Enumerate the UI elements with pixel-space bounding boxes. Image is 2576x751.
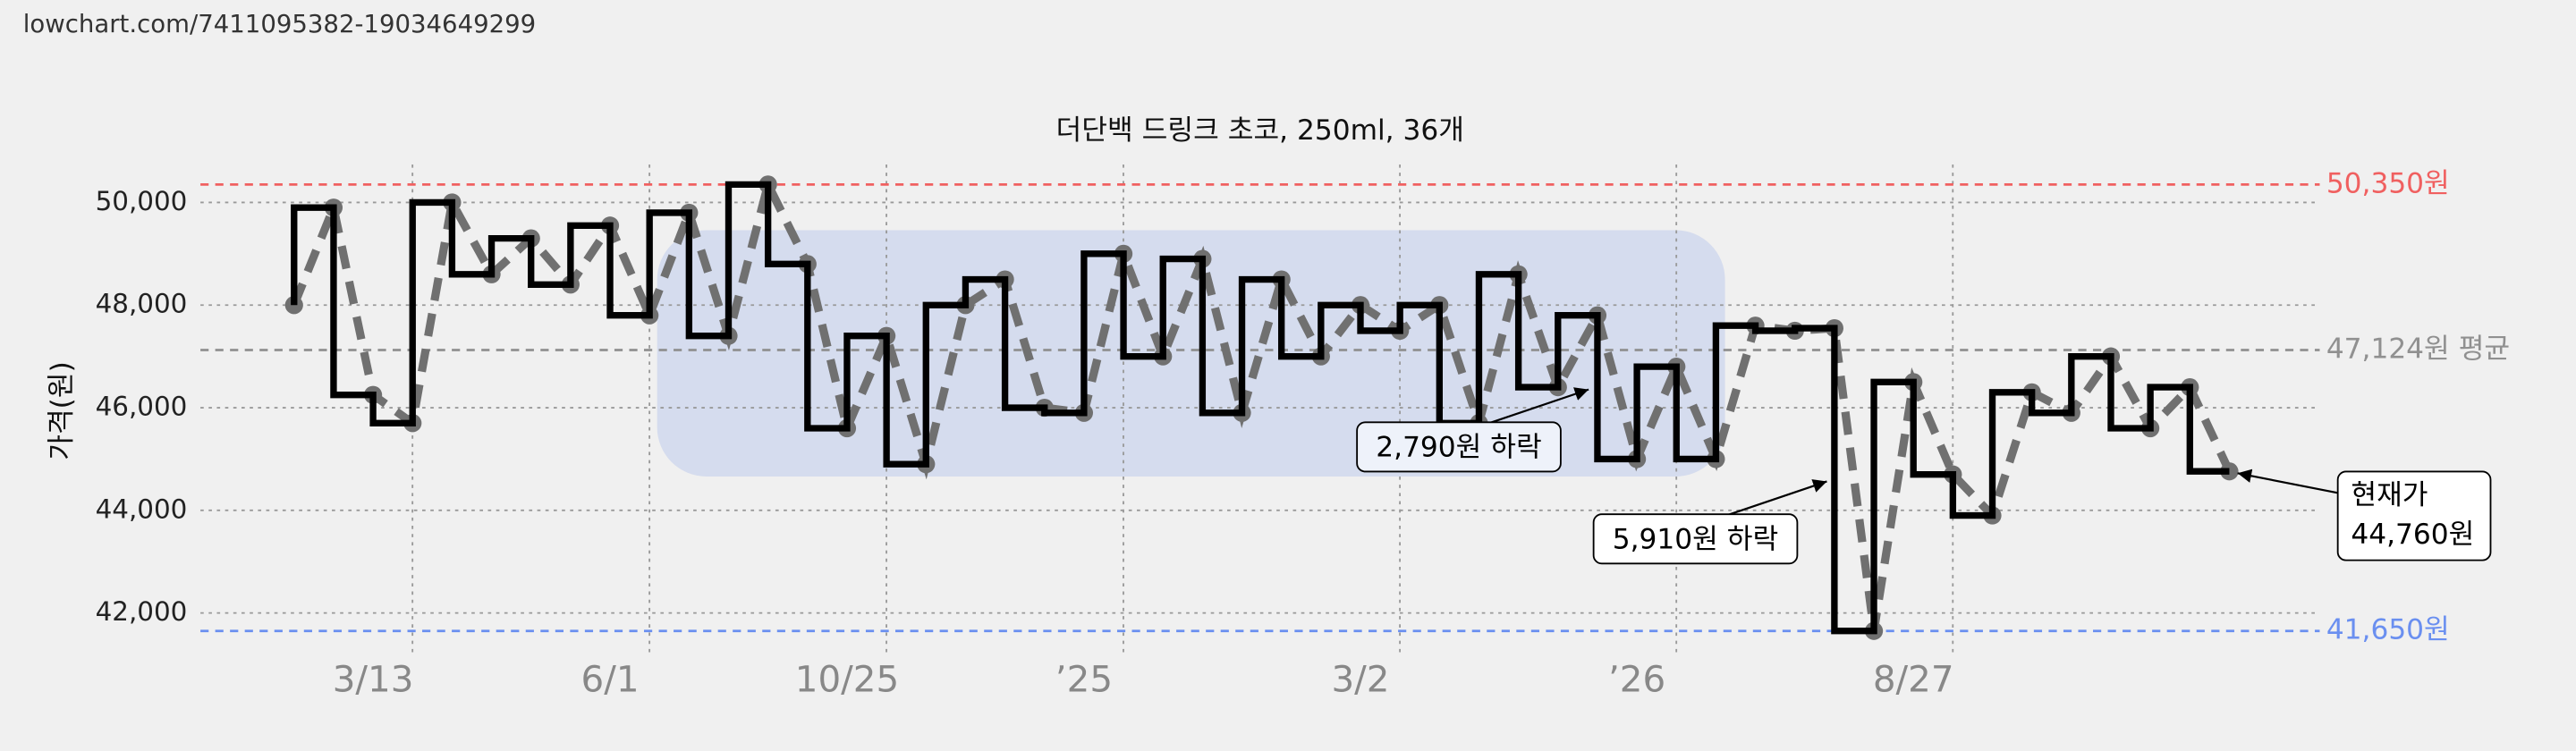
y-tick-label: 46,000 <box>96 392 188 422</box>
price-step-line <box>291 181 2230 635</box>
x-tick-label: ’25 <box>1055 658 1113 701</box>
y-tick-label: 50,000 <box>96 186 188 216</box>
reference-label: 47,124원 평균 <box>2326 333 2510 366</box>
annotation-arrow <box>2237 468 2338 494</box>
chart-title: 더단백 드링크 초코, 250ml, 36개 <box>1056 114 1464 147</box>
x-tick-label: 3/2 <box>1331 658 1389 701</box>
price-dashed-line <box>290 173 2233 632</box>
x-tick-label: 6/1 <box>581 658 640 701</box>
annotation-box <box>1356 421 1562 473</box>
annotation-arrow <box>1486 387 1589 426</box>
y-tick-label: 44,000 <box>96 494 188 524</box>
watermark <box>657 230 1725 477</box>
annotation-box <box>2336 470 2492 561</box>
x-tick-label: 10/25 <box>795 658 899 701</box>
annotation-text: 5,910원 하락 <box>1613 524 1778 556</box>
y-axis-label: 가격(원) <box>46 361 78 460</box>
annotation-text: 2,790원 하락 <box>1376 432 1541 464</box>
x-tick-label: 3/13 <box>333 658 414 701</box>
x-tick-label: ’26 <box>1608 658 1665 701</box>
reference-label: 50,350원 <box>2326 167 2450 199</box>
annotation-text: 44,760원 <box>2351 519 2474 551</box>
y-tick-label: 48,000 <box>96 289 188 319</box>
x-tick-label: 8/27 <box>1873 658 1954 701</box>
reference-label: 41,650원 <box>2326 614 2450 646</box>
annotation-text: 현재가 <box>2351 479 2428 511</box>
source-url: lowchart.com/7411095382-19034649299 <box>23 10 537 38</box>
y-tick-label: 42,000 <box>96 596 188 627</box>
annotation-box <box>1592 513 1799 565</box>
annotation-arrow <box>1724 479 1827 518</box>
